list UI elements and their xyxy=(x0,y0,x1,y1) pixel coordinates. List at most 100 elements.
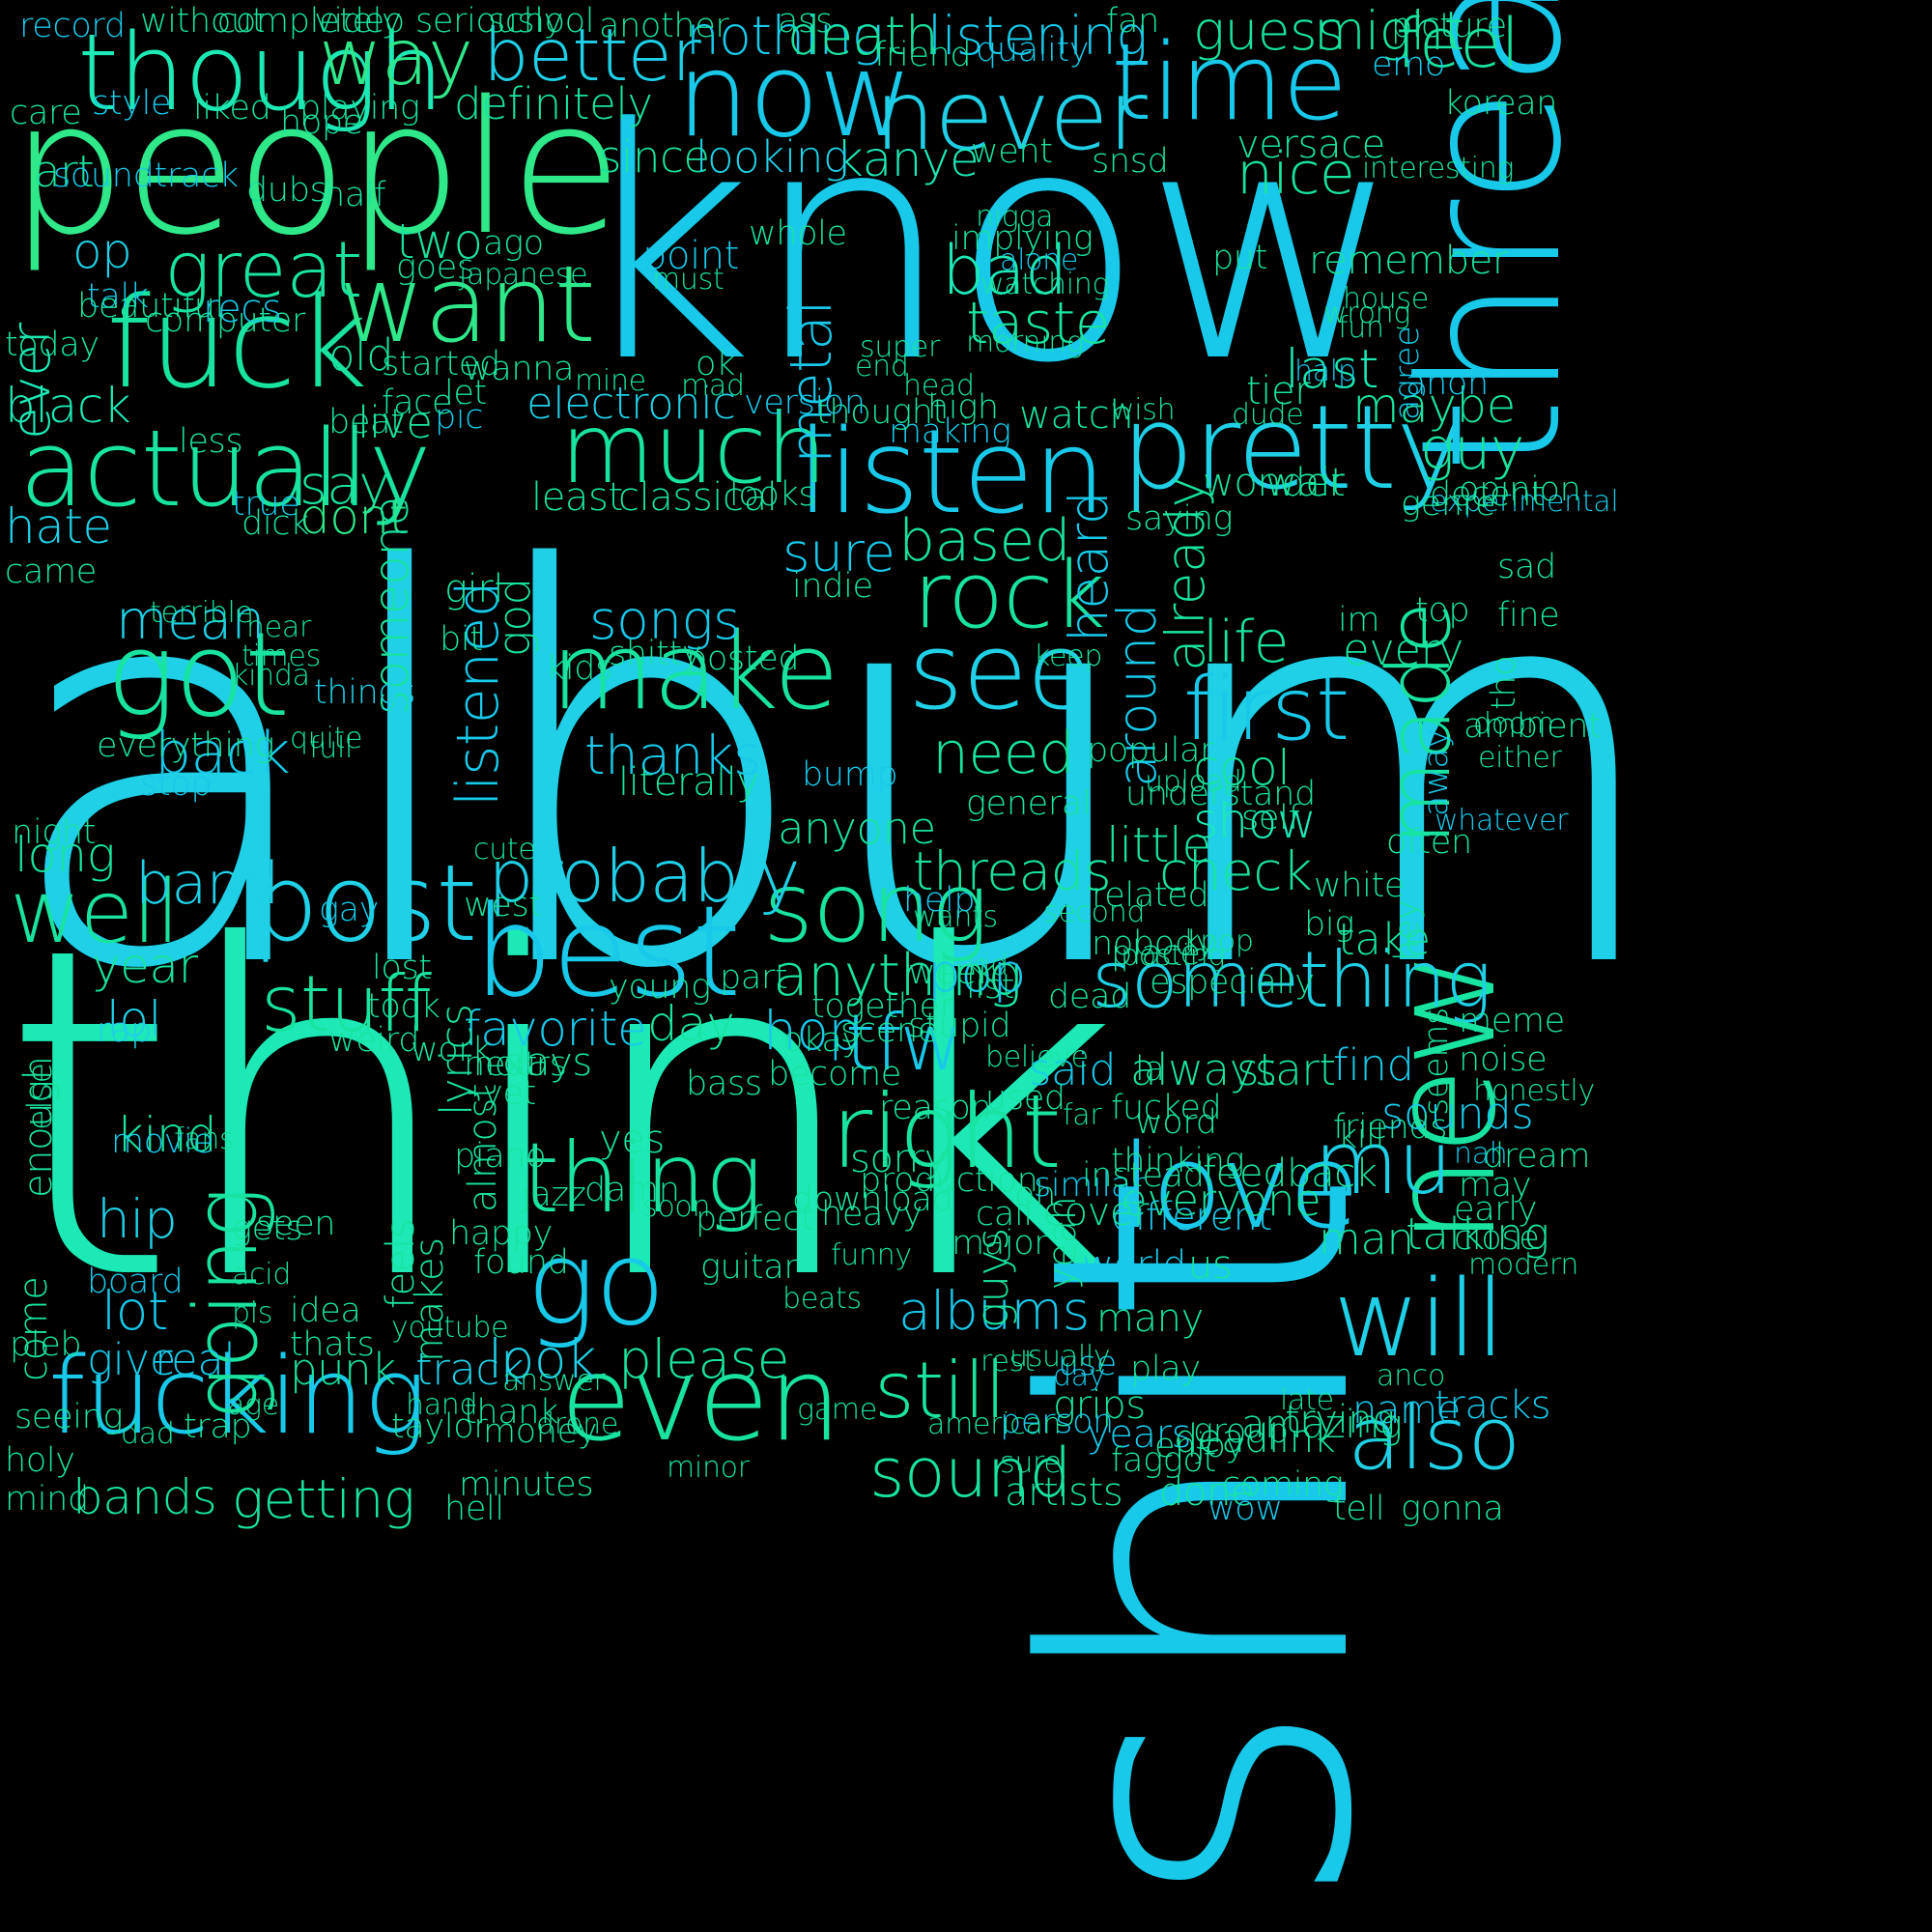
cloud-word: okay xyxy=(782,1021,862,1060)
cloud-word: remember xyxy=(1309,239,1508,283)
cloud-word: become xyxy=(768,1055,901,1094)
cloud-word: least xyxy=(531,475,623,520)
cloud-word: general xyxy=(966,784,1092,823)
cloud-word: mad xyxy=(681,369,745,403)
cloud-word: listening xyxy=(927,5,1148,67)
cloud-word: part xyxy=(720,958,788,997)
cloud-word: wish xyxy=(1111,393,1176,427)
cloud-word: help xyxy=(903,881,976,920)
cloud-word: things xyxy=(314,673,415,712)
cloud-word: hand xyxy=(406,1388,478,1422)
cloud-word: emo xyxy=(1372,45,1445,84)
cloud-word: completely xyxy=(217,2,402,41)
cloud-word: funny xyxy=(831,1238,912,1272)
cloud-word: probably xyxy=(488,834,801,919)
cloud-word: bad xyxy=(942,231,1067,310)
cloud-word: game xyxy=(797,1393,877,1427)
cloud-word: group xyxy=(1193,1412,1289,1451)
cloud-word: something xyxy=(1092,935,1492,1025)
cloud-word: video xyxy=(314,2,405,41)
cloud-word: major xyxy=(952,1224,1048,1263)
cloud-word: recs xyxy=(203,287,282,331)
cloud-word: art xyxy=(34,146,95,197)
cloud-word: sure xyxy=(782,522,895,583)
cloud-word: thats xyxy=(290,1325,375,1364)
cloud-word: take xyxy=(1338,914,1431,965)
cloud-word: tell xyxy=(1333,1490,1385,1528)
cloud-word: post xyxy=(251,841,477,965)
cloud-word: two xyxy=(396,213,483,270)
cloud-word: without xyxy=(140,2,266,41)
cloud-word: electronic xyxy=(526,378,736,429)
cloud-word: sure xyxy=(1000,1446,1062,1480)
cloud-word: perfect xyxy=(696,1200,814,1238)
cloud-word: done xyxy=(1159,1470,1255,1515)
cloud-word: took xyxy=(367,987,440,1026)
cloud-word: shitty xyxy=(609,635,702,673)
cloud-word: based xyxy=(898,507,1071,575)
cloud-word: word xyxy=(1135,1103,1217,1142)
cloud-word: young xyxy=(609,968,711,1007)
cloud-word: usually xyxy=(1009,1340,1111,1374)
cloud-word: stupid xyxy=(908,1007,1011,1045)
cloud-word: dubs xyxy=(246,171,327,210)
cloud-word: halp xyxy=(1294,355,1356,388)
cloud-word: production xyxy=(860,1161,1038,1200)
cloud-word: check xyxy=(1159,840,1313,902)
cloud-word: hear xyxy=(246,611,311,644)
cloud-word: whole xyxy=(749,214,847,253)
cloud-word: age xyxy=(227,1388,279,1422)
cloud-word: yet xyxy=(483,1074,536,1113)
cloud-word: think xyxy=(0,851,1124,1379)
cloud-word: man xyxy=(1319,1213,1414,1264)
cloud-word: hope xyxy=(280,103,363,142)
cloud-word: guitar xyxy=(700,1248,798,1287)
cloud-word: cover xyxy=(1043,1190,1150,1235)
cloud-word: grips xyxy=(1053,1383,1146,1428)
cloud-word: used xyxy=(985,1079,1065,1118)
cloud-word: happy xyxy=(449,1214,554,1253)
cloud-word: nobody xyxy=(1092,924,1216,963)
cloud-word: wait xyxy=(1265,461,1346,505)
cloud-word: give xyxy=(87,1334,177,1385)
cloud-word: classical xyxy=(618,475,778,520)
cloud-word: taylor xyxy=(391,1407,488,1446)
cloud-word: hours xyxy=(473,1045,567,1084)
cloud-word: use xyxy=(1058,1345,1117,1383)
cloud-word: heavy xyxy=(821,1195,923,1234)
cloud-word: albums xyxy=(898,1280,1090,1342)
cloud-word: posting xyxy=(1121,939,1226,973)
cloud-word: fan xyxy=(1106,2,1159,41)
cloud-word: make xyxy=(551,610,839,733)
cloud-word: pic xyxy=(435,398,484,437)
cloud-word: saying xyxy=(1125,499,1234,538)
cloud-word: thought xyxy=(816,393,946,432)
cloud-word: punk xyxy=(290,1344,396,1395)
cloud-word: versace xyxy=(1236,123,1385,167)
cloud-word: stop xyxy=(140,765,213,804)
cloud-word: point xyxy=(642,234,740,278)
cloud-word: early xyxy=(1454,1190,1538,1229)
cloud-word: similar xyxy=(1034,1166,1145,1205)
cloud-word: second xyxy=(1043,895,1146,929)
cloud-word: kpop xyxy=(1183,924,1254,958)
cloud-word: seems xyxy=(1417,1008,1456,1116)
cloud-word: weird xyxy=(328,1021,420,1060)
cloud-word: answer xyxy=(502,1364,606,1398)
cloud-word: people xyxy=(10,62,623,275)
cloud-word: taste xyxy=(966,290,1111,357)
cloud-word: ass xyxy=(778,2,833,41)
cloud-word: week xyxy=(908,953,996,992)
cloud-word: soon xyxy=(642,1190,711,1224)
cloud-word: beats xyxy=(782,1282,862,1316)
cloud-word: record xyxy=(19,7,126,45)
cloud-word: see xyxy=(908,610,1092,733)
cloud-word: put xyxy=(1212,239,1268,277)
cloud-word: let xyxy=(444,374,487,412)
cloud-word: feel xyxy=(1396,4,1520,83)
cloud-word: thing xyxy=(522,1122,763,1235)
cloud-word: related xyxy=(1092,876,1209,915)
cloud-word: bump xyxy=(802,755,898,794)
cloud-word: ok xyxy=(696,345,735,384)
cloud-word: mine xyxy=(575,364,646,398)
